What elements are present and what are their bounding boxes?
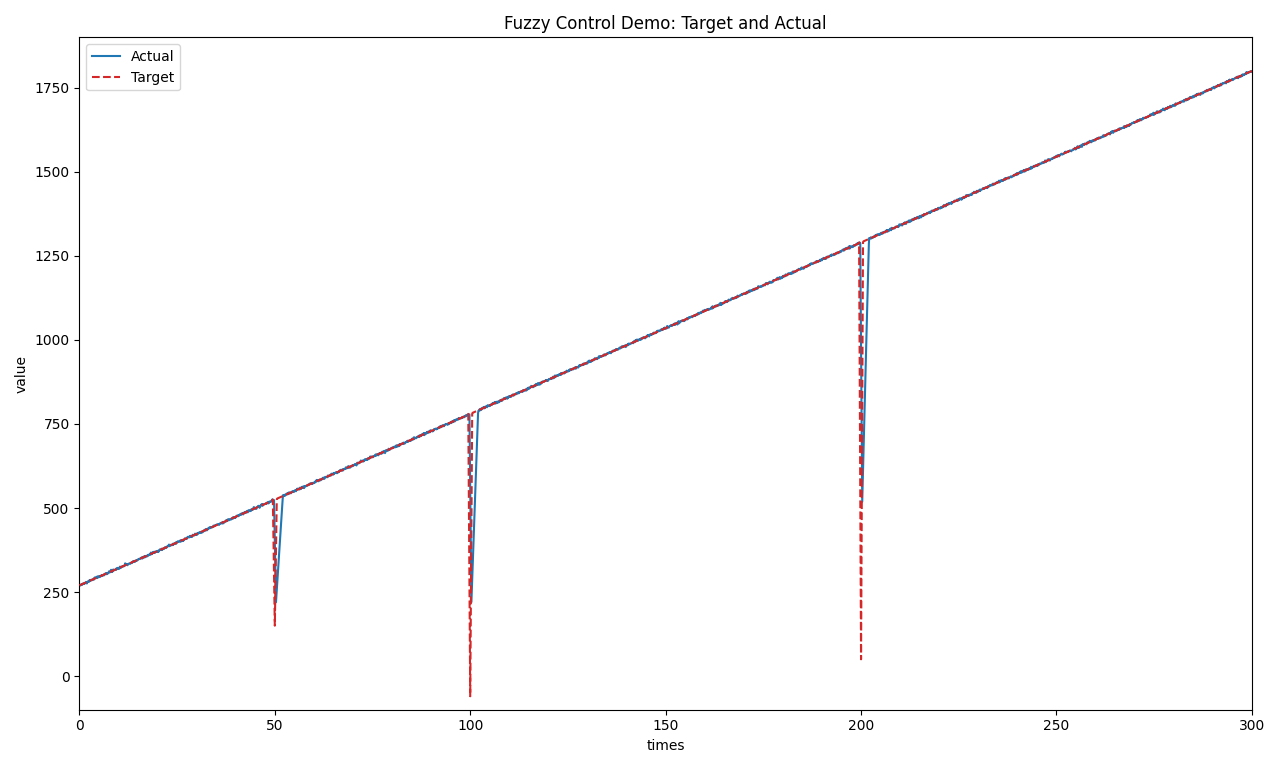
Line: Target: Target <box>79 71 1252 697</box>
Actual <box>461 410 476 419</box>
Target <box>306 478 321 488</box>
Target <box>72 581 87 590</box>
Target <box>539 376 554 385</box>
Title: Fuzzy Control Demo: Target and Actual: Fuzzy Control Demo: Target and Actual <box>504 15 827 33</box>
Target <box>462 692 477 701</box>
Actual <box>635 333 650 343</box>
Actual <box>1244 67 1260 76</box>
Legend: Actual, Target: Actual, Target <box>86 45 180 91</box>
Actual <box>1192 90 1207 99</box>
Target <box>783 269 799 278</box>
Actual <box>269 598 284 607</box>
Line: Actual: Actual <box>79 71 1252 602</box>
Actual <box>539 376 554 385</box>
Actual <box>306 478 321 488</box>
X-axis label: times: times <box>646 739 685 753</box>
Target <box>1244 66 1260 75</box>
Target <box>461 409 476 419</box>
Target <box>635 333 650 343</box>
Actual <box>783 270 799 279</box>
Target <box>1192 90 1207 99</box>
Actual <box>72 581 87 590</box>
Y-axis label: value: value <box>15 355 29 392</box>
